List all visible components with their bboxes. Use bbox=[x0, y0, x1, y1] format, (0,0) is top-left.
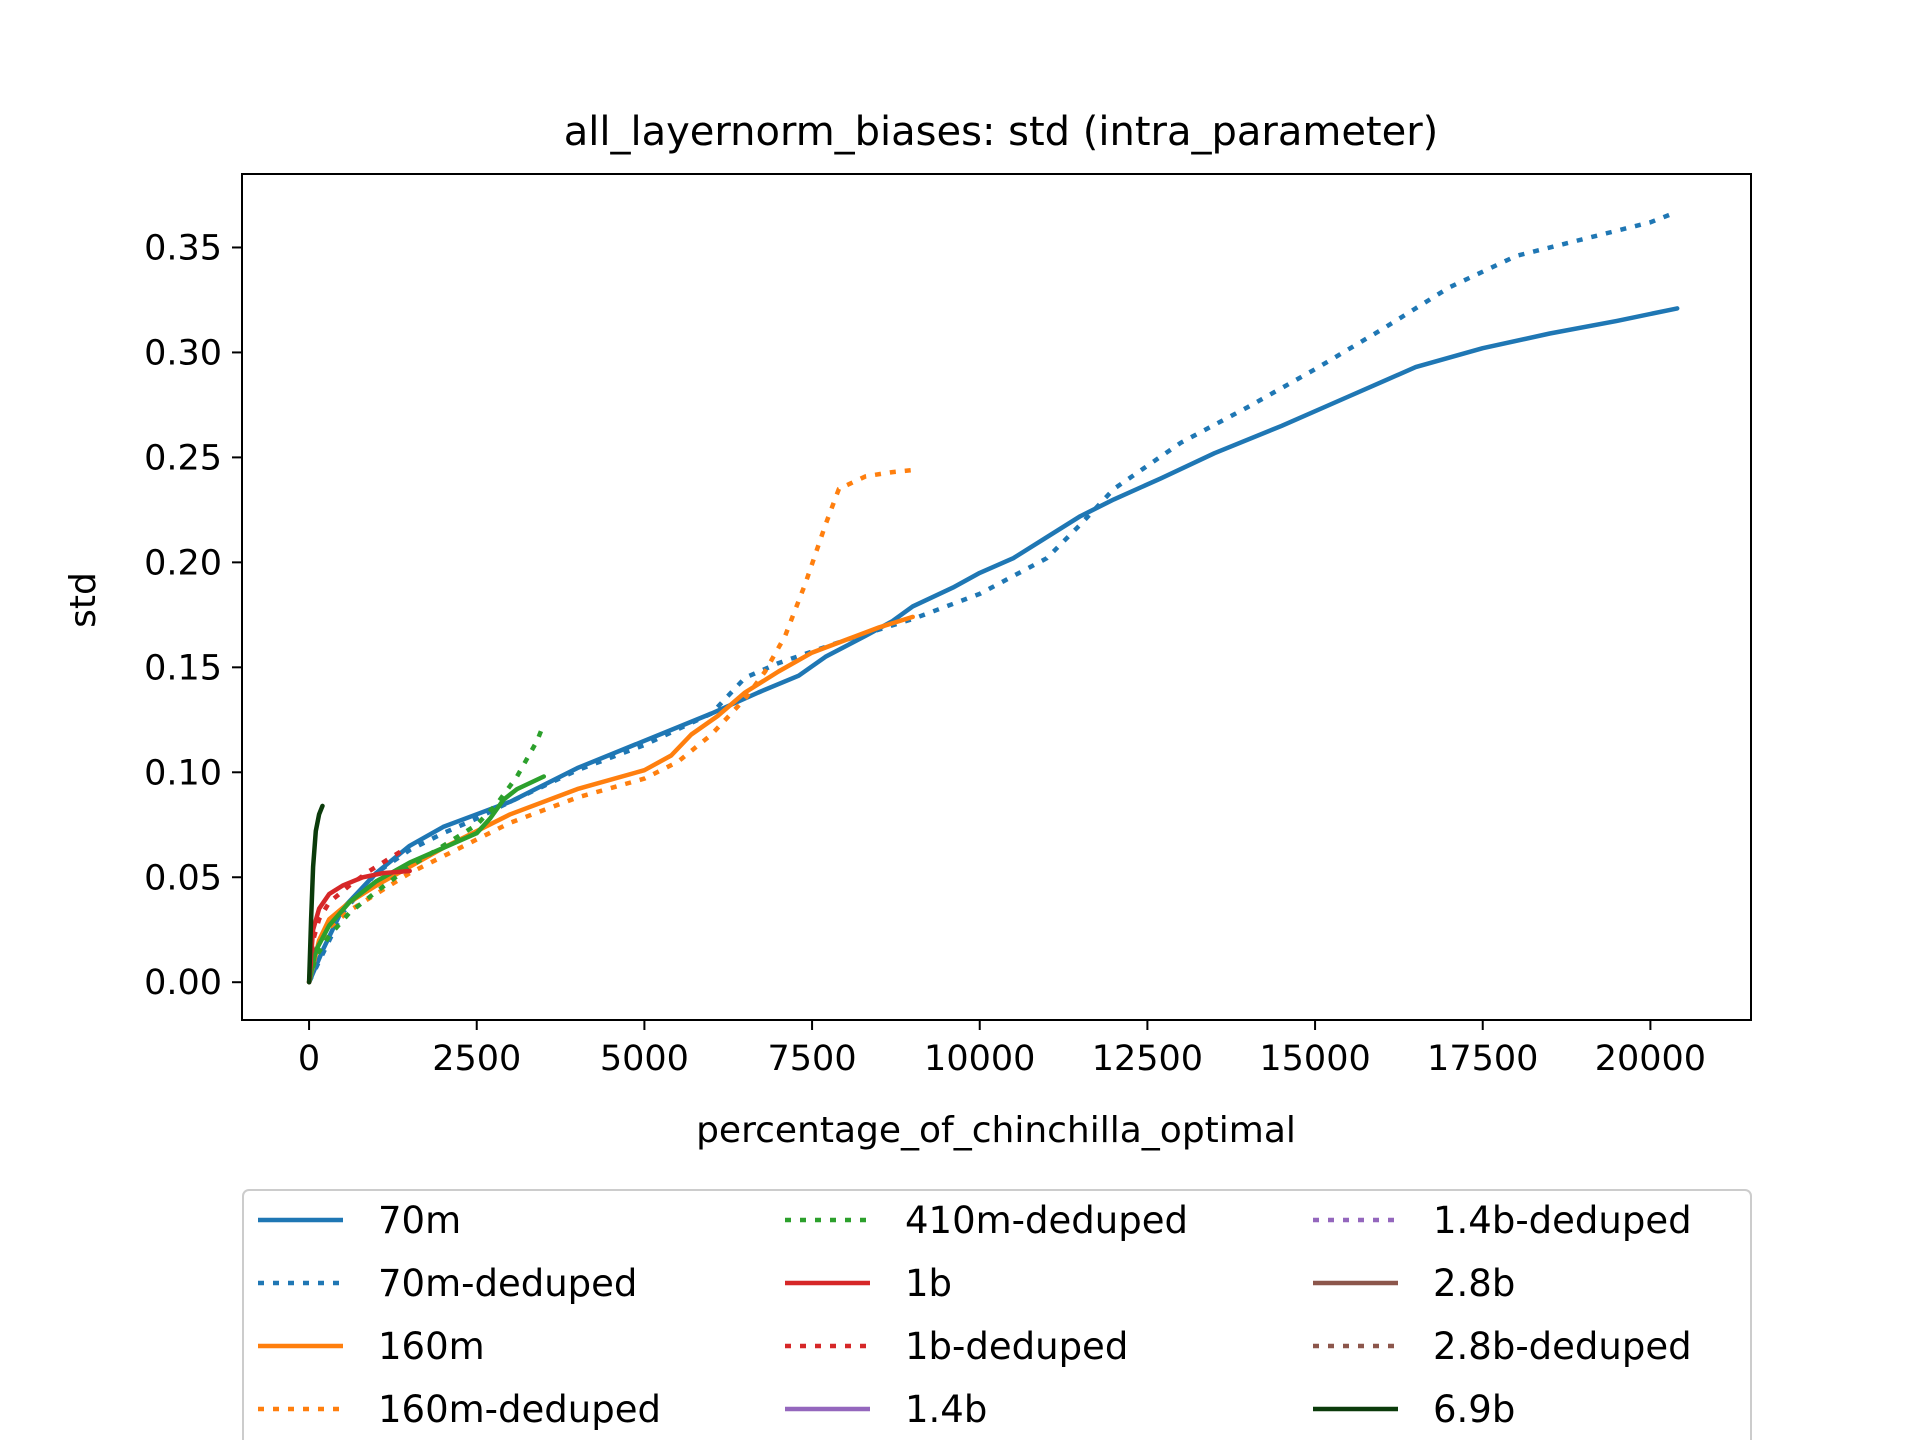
legend-label: 410m-deduped bbox=[905, 1199, 1188, 1242]
legend-label: 2.8b bbox=[1433, 1262, 1515, 1305]
legend-label: 70m-deduped bbox=[378, 1262, 637, 1305]
legend-label: 2.8b-deduped bbox=[1433, 1325, 1692, 1368]
legend-label: 1.4b bbox=[905, 1388, 987, 1431]
x-tick-label: 5000 bbox=[600, 1039, 689, 1079]
series-line-6.9b bbox=[306, 803, 325, 985]
x-tick-label: 10000 bbox=[924, 1039, 1035, 1079]
series-line-70m-deduped bbox=[307, 209, 1679, 984]
legend-label: 160m bbox=[378, 1325, 485, 1368]
legend-label: 1b bbox=[905, 1262, 952, 1305]
chart-title: all_layernorm_biases: std (intra_paramet… bbox=[564, 109, 1439, 155]
series-line-160m-deduped bbox=[306, 467, 913, 983]
x-tick-label: 0 bbox=[298, 1039, 320, 1079]
y-tick-label: 0.15 bbox=[144, 648, 222, 688]
y-tick-label: 0.05 bbox=[144, 858, 222, 898]
y-tick-label: 0.30 bbox=[144, 333, 222, 373]
y-tick-label: 0.35 bbox=[144, 228, 222, 268]
series-line-410m-deduped bbox=[306, 723, 546, 983]
legend-label: 1b-deduped bbox=[905, 1325, 1128, 1368]
legend-label: 1.4b-deduped bbox=[1433, 1199, 1692, 1242]
x-tick-label: 7500 bbox=[768, 1039, 857, 1079]
y-axis-label: std bbox=[63, 572, 104, 628]
x-tick-label: 17500 bbox=[1427, 1039, 1538, 1079]
x-axis-label: percentage_of_chinchilla_optimal bbox=[696, 1110, 1296, 1151]
y-tick-label: 0.20 bbox=[144, 543, 222, 583]
legend-label: 160m-deduped bbox=[378, 1388, 661, 1431]
x-tick-label: 20000 bbox=[1595, 1039, 1706, 1079]
series-line-1b-deduped bbox=[306, 848, 405, 983]
x-tick-label: 15000 bbox=[1259, 1039, 1370, 1079]
plot-frame bbox=[241, 173, 1752, 1021]
legend-frame bbox=[242, 1189, 1752, 1440]
y-tick-label: 0.10 bbox=[144, 753, 222, 793]
legend: 70m 70m-deduped 160m 160m-deduped 410m-dedup… bbox=[242, 1189, 1752, 1440]
series-line-410m bbox=[306, 774, 547, 985]
legend-label: 70m bbox=[378, 1199, 461, 1242]
series-line-1b bbox=[306, 868, 412, 985]
series-layer bbox=[306, 209, 1680, 985]
legend-label: 6.9b bbox=[1433, 1388, 1515, 1431]
y-tick-label: 0.25 bbox=[144, 438, 222, 478]
y-tick-label: 0.00 bbox=[144, 963, 222, 1003]
series-line-70m bbox=[306, 306, 1680, 985]
x-axis-ticks: 0 2500 5000 7500 10000 12500 15000 17500 20000 bbox=[298, 1020, 1706, 1079]
x-tick-label: 2500 bbox=[432, 1039, 521, 1079]
series-line-160m bbox=[306, 614, 915, 985]
y-axis-ticks: 0.00 0.05 0.10 0.15 0.20 0.25 0.30 0.35 bbox=[144, 228, 242, 1003]
x-tick-label: 12500 bbox=[1092, 1039, 1203, 1079]
